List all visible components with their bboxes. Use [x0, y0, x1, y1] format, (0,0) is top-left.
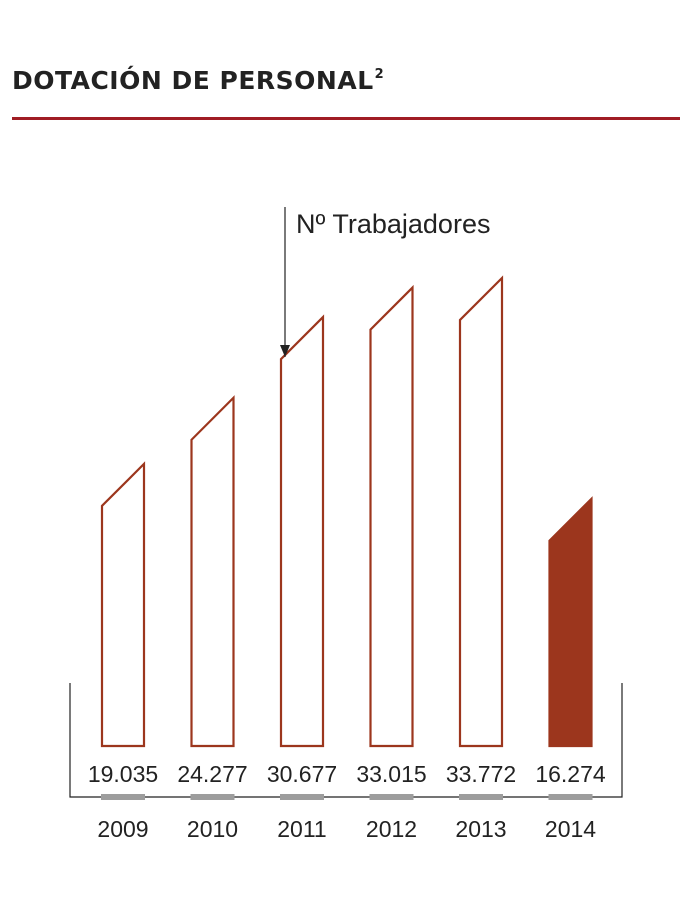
value-label-2014: 16.274	[535, 761, 606, 787]
year-label-2011: 2011	[277, 816, 326, 842]
year-label-2010: 2010	[187, 816, 238, 842]
value-label-2011: 30.677	[267, 761, 337, 787]
year-label-2014: 2014	[545, 816, 596, 842]
year-marker-2009	[101, 794, 145, 800]
year-marker-2011	[280, 794, 324, 800]
year-label-2012: 2012	[366, 816, 417, 842]
bar-2010	[190, 395, 235, 748]
title-divider	[12, 117, 680, 120]
year-marker-2010	[190, 794, 235, 800]
value-label-2013: 33.772	[446, 761, 516, 787]
page-title: DOTACIÓN DE PERSONAL2	[12, 66, 384, 95]
annotation-arrowhead	[280, 345, 290, 358]
value-labels-group: 19.035 24.277 30.677 33.015 33.772 16.274	[88, 761, 606, 787]
bar-2011	[279, 314, 325, 748]
chart-frame	[69, 683, 623, 798]
bar-2013	[458, 275, 504, 748]
year-marker-2014	[548, 794, 593, 800]
annotation-label: Nº Trabajadores	[296, 209, 490, 239]
bar-2014	[548, 496, 593, 748]
page-title-text: DOTACIÓN DE PERSONAL	[12, 66, 374, 95]
value-label-2009: 19.035	[88, 761, 158, 787]
title-superscript: 2	[374, 66, 385, 82]
year-label-2013: 2013	[455, 816, 506, 842]
year-labels-group: 2009 2010 2011 2012 2013 2014	[97, 816, 596, 842]
bars-group	[100, 275, 593, 748]
bar-2009	[100, 461, 146, 748]
year-markers-group	[101, 794, 593, 800]
value-label-2010: 24.277	[177, 761, 247, 787]
year-marker-2012	[369, 794, 414, 800]
year-label-2009: 2009	[97, 816, 148, 842]
bar-2012	[369, 284, 414, 748]
annotation-group: Nº Trabajadores	[280, 207, 490, 358]
year-marker-2013	[459, 794, 503, 800]
value-label-2012: 33.015	[356, 761, 426, 787]
